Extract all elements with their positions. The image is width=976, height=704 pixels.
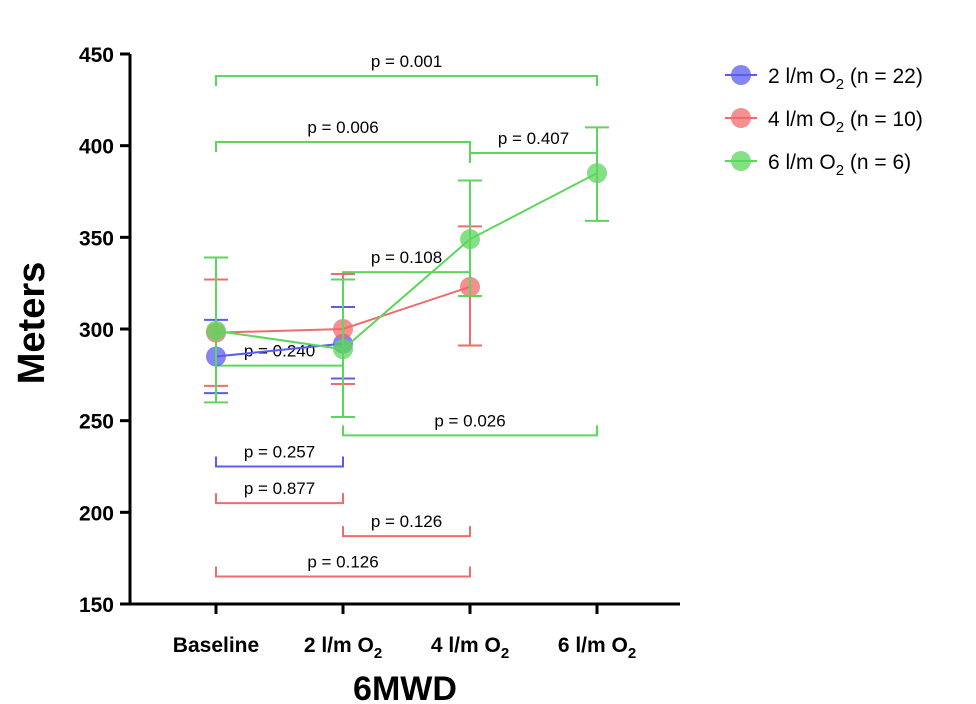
x-axis-title: 6MWD <box>353 670 457 704</box>
comparison-bracket: p = 0.026 <box>342 411 598 437</box>
bracket-line <box>342 425 598 437</box>
axes: 150 200 250 300 350 400 450 Baseline 2 l/m O2 4 l… <box>79 44 680 662</box>
series-3 <box>204 126 609 418</box>
y-tick-label: 400 <box>79 136 114 159</box>
x-tick-label: Baseline <box>173 634 259 657</box>
comparison-bracket: p = 0.108 <box>342 248 471 283</box>
legend-marker <box>731 65 751 85</box>
data-point <box>460 229 480 250</box>
bracket-line <box>215 364 344 376</box>
x-tick-label: 6 l/m O2 <box>558 634 636 662</box>
legend-item: 2 l/m O2 (n = 22) <box>725 65 923 93</box>
legend-item: 4 l/m O2 (n = 10) <box>725 108 923 136</box>
bracket-line <box>215 75 598 86</box>
data-point <box>587 163 607 184</box>
p-value-label: p = 0.126 <box>371 512 442 531</box>
data-point <box>206 320 226 341</box>
comparison-bracket: p = 0.001 <box>215 52 598 86</box>
comparison-bracket: p = 0.407 <box>469 129 598 163</box>
comparison-bracket: p = 0.877 <box>215 479 344 505</box>
y-axis-title: Meters <box>11 262 53 385</box>
bracket-line <box>342 526 471 538</box>
bracket-line <box>215 456 344 468</box>
y-tick-label: 350 <box>79 227 114 250</box>
data-series <box>204 126 609 418</box>
p-value-label: p = 0.126 <box>307 553 378 572</box>
legend-label: 4 l/m O2 (n = 10) <box>768 108 923 136</box>
series-1 <box>204 306 355 395</box>
bracket-line <box>215 493 344 505</box>
legend-label: 6 l/m O2 (n = 6) <box>768 151 911 179</box>
y-tick-label: 300 <box>79 319 114 342</box>
p-value-label: p = 0.026 <box>434 411 505 430</box>
y-tick-label: 250 <box>79 411 114 434</box>
legend-marker <box>731 108 751 128</box>
p-value-label: p = 0.108 <box>371 248 442 267</box>
p-value-label: p = 0.877 <box>244 479 315 498</box>
x-tick-label: 2 l/m O2 <box>304 634 382 662</box>
series-line <box>215 172 598 351</box>
y-tick-label: 150 <box>79 594 114 617</box>
comparison-brackets: p = 0.001 p = 0.006 p = 0.407 p = 0.108 p = … <box>215 52 598 578</box>
bracket-line <box>215 141 471 152</box>
p-value-label: p = 0.006 <box>307 118 378 137</box>
x-tick-label: 4 l/m O2 <box>431 634 509 662</box>
p-value-label: p = 0.001 <box>371 52 442 71</box>
bracket-line <box>215 566 471 578</box>
p-value-label: p = 0.240 <box>244 342 315 361</box>
p-value-label: p = 0.257 <box>244 443 315 462</box>
comparison-bracket: p = 0.126 <box>215 553 471 578</box>
legend: 2 l/m O2 (n = 22) 4 l/m O2 (n = 10) 6 l/m … <box>725 65 923 179</box>
y-tick-label: 450 <box>79 44 114 67</box>
comparison-bracket: p = 0.257 <box>215 443 344 468</box>
p-value-label: p = 0.407 <box>498 129 569 148</box>
bracket-line <box>342 271 471 283</box>
comparison-bracket: p = 0.006 <box>215 118 471 152</box>
comparison-bracket: p = 0.126 <box>342 512 471 538</box>
bracket-line <box>469 152 598 163</box>
y-tick-label: 200 <box>79 502 114 525</box>
legend-label: 2 l/m O2 (n = 22) <box>768 65 923 93</box>
legend-item: 6 l/m O2 (n = 6) <box>725 151 911 179</box>
legend-marker <box>731 151 751 171</box>
data-point <box>333 339 353 360</box>
